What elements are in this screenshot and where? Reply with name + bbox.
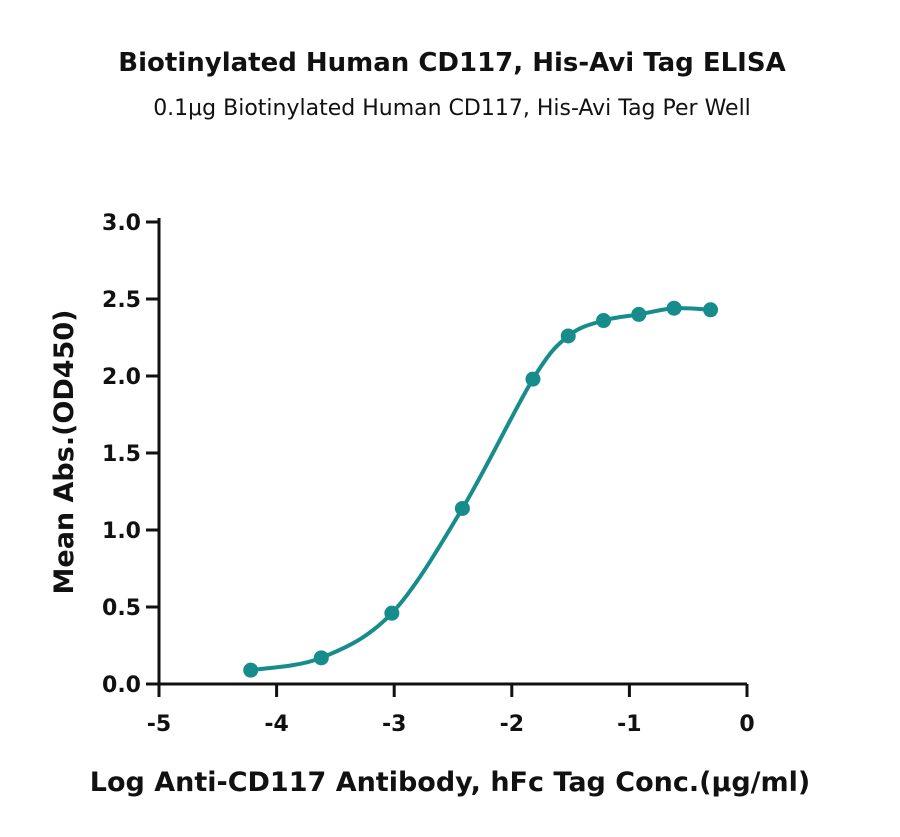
data-point (243, 662, 259, 678)
y-axis-title: Mean Abs.(OD450) (49, 310, 80, 595)
fit-curve (250, 306, 711, 673)
x-tick-label: -3 (382, 712, 406, 737)
data-point (560, 328, 576, 344)
data-point (631, 306, 647, 322)
data-point (313, 650, 329, 666)
x-ticks: -5 -4 -3 -2 -1 0 (147, 684, 755, 737)
y-tick-label: 1.5 (102, 442, 141, 467)
data-point (703, 302, 719, 318)
y-tick-label: 2.5 (102, 288, 141, 313)
x-axis-title: Log Anti-CD117 Antibody, hFc Tag Conc.(μ… (90, 767, 811, 798)
y-tick-label: 3.0 (102, 211, 141, 236)
data-point (666, 300, 682, 316)
data-point (454, 500, 470, 516)
y-tick-label: 0.0 (102, 673, 141, 698)
chart-title: Biotinylated Human CD117, His-Avi Tag EL… (118, 48, 785, 78)
data-point (596, 313, 612, 329)
chart-subtitle: 0.1μg Biotinylated Human CD117, His-Avi … (153, 96, 751, 121)
x-tick-label: 0 (739, 712, 754, 737)
data-point (384, 605, 400, 621)
data-point (525, 371, 541, 387)
y-tick-label: 0.5 (102, 596, 141, 621)
x-tick-label: -4 (264, 712, 288, 737)
y-ticks: 0.0 0.5 1.0 1.5 2.0 2.5 3.0 (102, 211, 159, 698)
y-tick-label: 2.0 (102, 365, 141, 390)
axes (157, 218, 747, 686)
x-tick-label: -5 (147, 712, 171, 737)
y-tick-label: 1.0 (102, 519, 141, 544)
data-points (243, 300, 719, 678)
x-tick-label: -2 (500, 712, 524, 737)
x-tick-label: -1 (617, 712, 641, 737)
